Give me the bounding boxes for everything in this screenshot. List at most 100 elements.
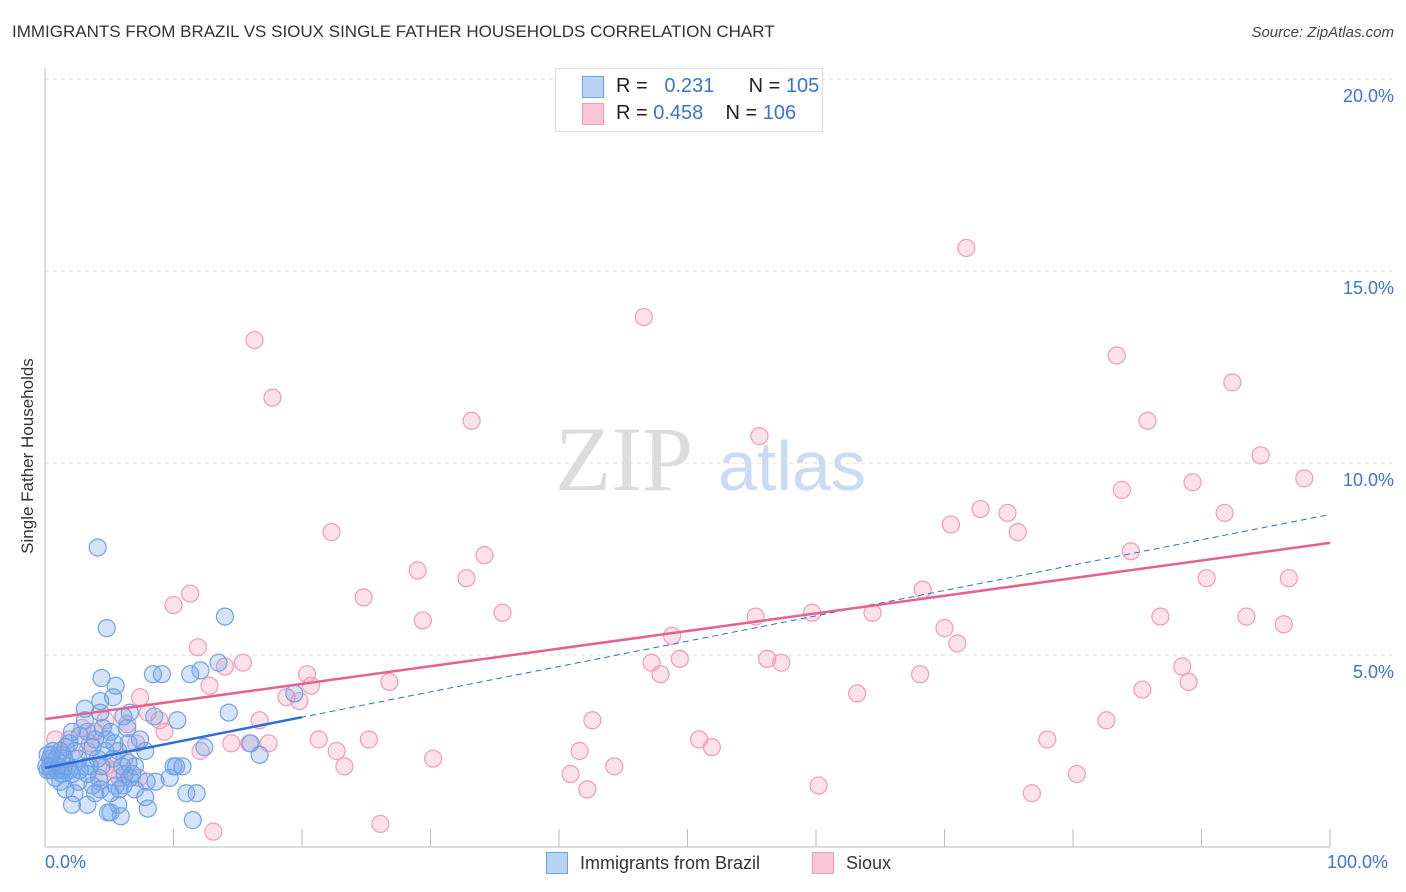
legend-swatch-pink bbox=[812, 852, 834, 874]
sioux-point bbox=[354, 588, 373, 607]
n-value: 105 bbox=[785, 75, 820, 97]
brazil-point bbox=[109, 795, 128, 814]
sioux-point bbox=[1107, 346, 1126, 365]
brazil-point bbox=[65, 784, 84, 803]
brazil-point bbox=[143, 665, 163, 684]
sioux-point bbox=[1067, 764, 1086, 784]
source-label: Source: ZipAtlas.com bbox=[1251, 24, 1394, 41]
brazil-point bbox=[136, 787, 155, 807]
sioux-point bbox=[662, 626, 682, 645]
brazil-point bbox=[111, 807, 130, 826]
brazil-point bbox=[219, 703, 238, 722]
brazil-point bbox=[183, 811, 202, 830]
legend-label: Immigrants from Brazil bbox=[580, 852, 761, 873]
brazil-point bbox=[209, 653, 228, 672]
sioux-point bbox=[204, 822, 223, 841]
sioux-point bbox=[181, 584, 200, 603]
sioux-point bbox=[371, 814, 390, 834]
sioux-point bbox=[222, 734, 241, 753]
sioux-point bbox=[1279, 569, 1298, 588]
sioux-point bbox=[164, 595, 183, 615]
brazil-point bbox=[78, 795, 97, 814]
sioux-point bbox=[941, 515, 961, 534]
r-label: R = bbox=[616, 75, 648, 97]
sioux-point bbox=[1197, 569, 1216, 588]
sioux-point bbox=[1008, 523, 1027, 542]
brazil-point bbox=[285, 684, 304, 703]
brazil-point bbox=[173, 757, 192, 776]
chart-title: IMMIGRANTS FROM BRAZIL VS SIOUX SINGLE F… bbox=[12, 22, 775, 41]
sioux-point bbox=[1223, 373, 1242, 392]
sioux-point bbox=[809, 776, 828, 795]
sioux-point bbox=[423, 749, 443, 768]
sioux-point bbox=[1022, 784, 1041, 803]
legend-row-blue: R = 0.231 N = 105 bbox=[582, 75, 819, 98]
sioux-point bbox=[309, 730, 328, 749]
sioux-point bbox=[935, 619, 954, 638]
sioux-point bbox=[750, 427, 769, 446]
sioux-point bbox=[359, 730, 378, 749]
x-tick-label: 100.0% bbox=[1327, 852, 1389, 872]
sioux-point bbox=[1151, 607, 1170, 626]
brazil-point bbox=[106, 676, 125, 695]
brazil-point bbox=[181, 665, 200, 684]
brazil-point bbox=[114, 776, 133, 795]
y-tick-label: 20.0% bbox=[1342, 86, 1394, 106]
brazil-point bbox=[65, 741, 84, 761]
sioux-point bbox=[263, 388, 282, 407]
sioux-point bbox=[570, 741, 589, 761]
brazil-point bbox=[97, 619, 116, 638]
sioux-point bbox=[1038, 730, 1057, 749]
brazil-point bbox=[146, 772, 165, 791]
sioux-point bbox=[1133, 680, 1152, 699]
sioux-point bbox=[188, 638, 208, 657]
sioux-point bbox=[561, 764, 580, 784]
sioux-point bbox=[233, 653, 252, 672]
sioux-point bbox=[910, 665, 930, 684]
brazil-point bbox=[160, 768, 179, 787]
brazil-point bbox=[88, 538, 107, 557]
sioux-point bbox=[913, 580, 932, 599]
watermark-atlas: atlas bbox=[718, 427, 866, 505]
sioux-point bbox=[1237, 607, 1256, 626]
sioux-point bbox=[462, 411, 481, 430]
bottom-legend-brazil: Immigrants from Brazil bbox=[546, 852, 760, 874]
sioux-point bbox=[200, 676, 219, 695]
n-label: N = bbox=[725, 102, 758, 124]
brazil-point bbox=[177, 784, 196, 803]
sioux-point bbox=[998, 503, 1017, 523]
bottom-legend-sioux: Sioux bbox=[812, 852, 891, 874]
legend-swatch-blue bbox=[582, 75, 604, 98]
brazil-point bbox=[119, 753, 138, 772]
brazil-point bbox=[62, 795, 82, 814]
brazil-point bbox=[75, 711, 94, 730]
r-value: 0.231 bbox=[664, 75, 715, 97]
brazil-point bbox=[215, 607, 234, 626]
sioux-point bbox=[408, 561, 427, 580]
brazil-point bbox=[115, 764, 134, 784]
sioux-point bbox=[1179, 672, 1198, 691]
sioux-point bbox=[1112, 480, 1131, 499]
brazil-trend-dashed bbox=[44, 513, 1331, 769]
brazil-point bbox=[118, 718, 137, 738]
brazil-point bbox=[168, 711, 187, 730]
sioux-point bbox=[1251, 446, 1270, 465]
brazil-trend-line bbox=[44, 715, 303, 770]
y-tick-label: 5.0% bbox=[1352, 662, 1394, 682]
brazil-point bbox=[47, 749, 66, 768]
sioux-point bbox=[335, 757, 354, 776]
brazil-point bbox=[38, 745, 57, 764]
legend-label: Sioux bbox=[846, 852, 892, 873]
sioux-point bbox=[322, 523, 341, 542]
sioux-point bbox=[1274, 615, 1293, 634]
brazil-point bbox=[191, 661, 210, 680]
brazil-point bbox=[145, 707, 164, 726]
sioux-point bbox=[772, 653, 791, 672]
brazil-point bbox=[195, 738, 214, 757]
sioux-point bbox=[155, 722, 174, 741]
sioux-point bbox=[1295, 469, 1314, 488]
x-tick-label: 0.0% bbox=[45, 852, 87, 872]
brazil-point bbox=[78, 764, 97, 784]
